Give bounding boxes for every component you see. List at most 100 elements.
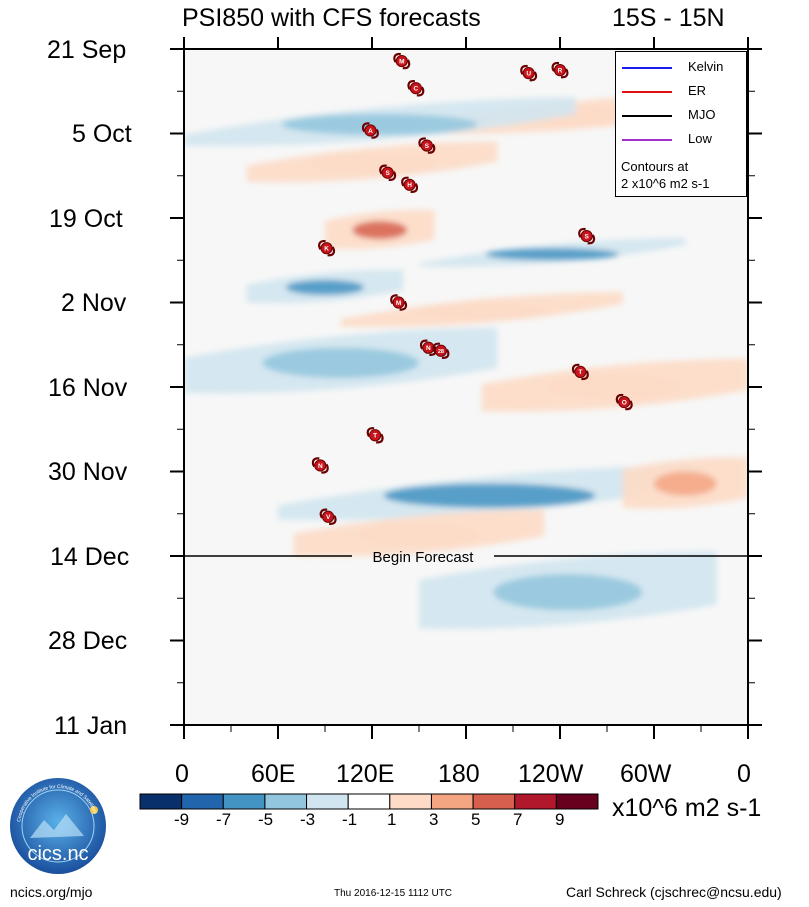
colorbar-swatch [472,793,516,810]
legend: Kelvin ER MJO Low Contours at 2 x10^6 m2… [615,51,747,197]
storm-marker: A [361,122,379,139]
storm-marker: R [551,61,569,79]
footer-author: Carl Schreck (cjschrec@ncsu.edu) [566,884,782,900]
y-tick-label: 2 Nov [61,289,127,317]
storm-name: S [425,143,430,150]
colorbar-swatch [306,793,349,810]
legend-label-kelvin: Kelvin [688,59,724,74]
storm-marker: M [390,294,408,311]
storm-name: O [622,399,627,406]
footer-timestamp: Thu 2016-12-15 1112 UTC [334,888,453,899]
storm-name: C [414,86,419,93]
legend-line-low [622,139,672,141]
colorbar-label: 9 [555,810,565,829]
y-tick-label: 30 Nov [48,458,128,486]
anomaly-core [411,304,553,320]
legend-line-er [622,91,672,93]
colorbar-units: x10^6 m2 s-1 [612,794,762,822]
legend-line-mjo [622,115,672,117]
legend-item-low: Low [616,130,748,150]
storm-marker: V [319,508,337,525]
x-tick-label: 120E [336,760,395,788]
legend-item-kelvin: Kelvin [616,58,748,78]
x-tick-label: 120W [518,760,584,788]
storm-name: K [324,245,329,252]
legend-note-line2: 2 x10^6 m2 s-1 [621,176,710,191]
storm-marker: 28 [432,342,450,359]
storm-name: N [426,345,431,352]
colorbar-swatch [181,793,224,810]
storm-marker: M [393,52,411,70]
colorbar-label: -1 [342,810,358,829]
legend-note: Contours at 2 x10^6 m2 s-1 [621,158,709,192]
colorbar [139,793,599,810]
colorbar-swatch [555,793,599,810]
anomaly-core [281,113,478,136]
chart-title: PSI850 with CFS forecasts [182,4,481,32]
storm-name: S [584,233,589,240]
storm-marker: T [571,363,589,381]
storm-name: T [578,369,582,376]
storm-marker: O [615,393,633,411]
anomaly-core [309,154,435,173]
colorbar-swatch [222,793,266,810]
colorbar-swatch [430,793,474,810]
y-tick-label: 14 Dec [50,543,130,571]
colorbar-swatch [264,793,308,810]
storm-name: M [399,58,404,65]
storm-marker: U [520,65,538,82]
legend-item-er: ER [616,82,748,102]
y-tick-label: 11 Jan [54,712,128,740]
colorbar-swatch [347,793,391,810]
storm-marker: S [418,137,436,154]
colorbar-label: -3 [300,810,316,829]
legend-label-mjo: MJO [688,107,716,122]
colorbar-label: 3 [429,810,439,829]
legend-label-low: Low [688,131,712,146]
logo-text: cics.nc [27,843,88,865]
y-tick-label: 28 Dec [48,627,128,655]
x-tick-label: 60E [251,760,296,788]
y-tick-label: 16 Nov [48,374,128,402]
storm-name: V [326,514,331,521]
anomaly-core [654,471,717,496]
x-tick-label: 0 [175,760,189,788]
x-tick-label: 0 [737,760,751,788]
x-tick-label: 60W [620,760,672,788]
y-tick-label: 21 Sep [47,36,127,64]
anomaly-core [262,347,419,378]
y-tick-label: 5 Oct [72,120,132,148]
storm-name: R [558,67,563,74]
anomaly-core [352,221,408,240]
plot-frame [183,48,749,726]
storm-marker: C [407,80,425,97]
colorbar-label: -7 [216,810,232,829]
storm-name: N [318,463,323,470]
storm-marker: K [318,240,336,257]
storm-marker: S [578,227,596,245]
storm-name: S [385,170,390,177]
colorbar-swatch [139,793,183,810]
cics-nc-logo: Cooperative Institute for Climate and Sa… [10,778,106,874]
storm-name: H [407,182,412,189]
footer-site: ncics.org/mjo [10,884,93,900]
storm-name: U [526,70,531,77]
colorbar-label: -5 [258,810,274,829]
anomaly-core [356,524,482,546]
x-tick-label: 180 [438,760,480,788]
storm-marker: T [366,427,384,444]
legend-line-kelvin [622,67,672,69]
forecast-label: Begin Forecast [373,549,475,566]
latitude-band-label: 15S - 15N [612,4,725,32]
anomaly-core [493,574,643,611]
colorbar-label: 5 [471,810,481,829]
anomaly-core [285,279,365,295]
storm-name: M [396,300,401,307]
colorbar-swatch [389,793,432,810]
storm-marker: N [311,457,329,474]
anomaly-core [548,374,682,400]
colorbar-label: 7 [513,810,523,829]
colorbar-label: 1 [387,810,397,829]
legend-item-mjo: MJO [616,106,748,126]
